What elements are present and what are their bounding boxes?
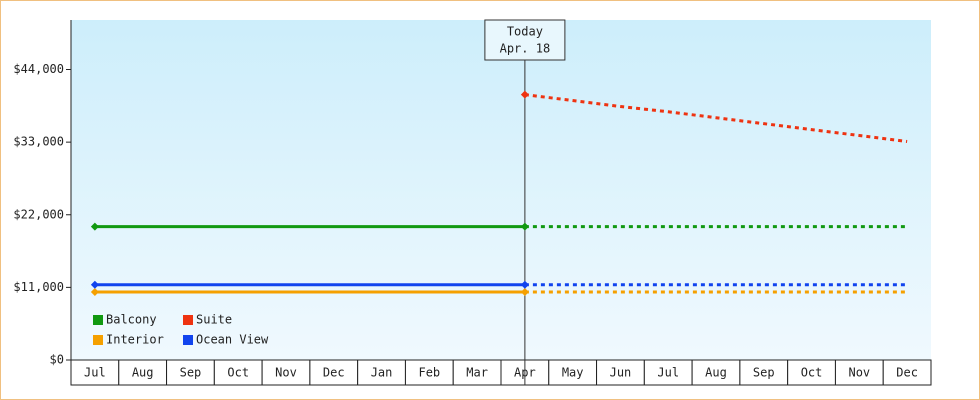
- x-tick-label: Dec: [323, 366, 345, 380]
- x-cell: [261, 359, 311, 386]
- today-box: [484, 19, 566, 61]
- y-tick-label: $11,000: [13, 280, 64, 294]
- x-cell: [70, 359, 120, 386]
- x-tick-label: Jul: [657, 366, 679, 380]
- x-cell: [548, 359, 598, 386]
- x-tick-label: Jan: [371, 366, 393, 380]
- x-cell: [166, 359, 215, 386]
- x-cell: [691, 359, 741, 386]
- point: [520, 288, 529, 296]
- x-tick-label: Dec: [896, 366, 918, 380]
- x-tick-label: Aug: [132, 366, 154, 380]
- legend-label: Ocean View: [196, 333, 269, 347]
- y-tick-label: $33,000: [13, 135, 64, 149]
- legend-label: Interior: [106, 333, 164, 347]
- x-tick-label: Jun: [610, 366, 632, 380]
- x-tick-label: Nov: [275, 366, 297, 380]
- x-cell: [882, 359, 932, 386]
- point: [90, 288, 99, 296]
- x-tick-label: May: [562, 366, 584, 380]
- point: [520, 90, 529, 99]
- line-forecast: [524, 93, 908, 143]
- today-title: Today: [507, 25, 543, 39]
- x-tick-label: Aug: [705, 366, 727, 380]
- point: [90, 280, 99, 289]
- point: [520, 222, 529, 231]
- x-tick-label: Sep: [753, 366, 775, 380]
- legend-swatch: [93, 335, 103, 345]
- y-tick-label: $0: [50, 353, 64, 367]
- legend-swatch: [183, 315, 193, 325]
- plot-area: [71, 20, 931, 360]
- y-tick-label: $44,000: [13, 62, 64, 76]
- x-cell: [787, 359, 836, 386]
- point: [520, 280, 529, 289]
- x-tick-label: Oct: [227, 366, 249, 380]
- y-tick-label: $22,000: [13, 207, 64, 221]
- x-tick-label: Mar: [466, 366, 488, 380]
- x-tick-label: Nov: [848, 366, 870, 380]
- point: [90, 222, 99, 231]
- x-cell: [404, 359, 454, 386]
- legend-label: Balcony: [106, 313, 157, 327]
- x-tick-label: Feb: [418, 366, 440, 380]
- x-cell: [643, 359, 693, 386]
- x-tick-label: Jul: [84, 366, 106, 380]
- legend-swatch: [93, 315, 103, 325]
- x-tick-label: Oct: [801, 366, 823, 380]
- today-label: Apr. 18: [500, 42, 551, 56]
- x-cell: [834, 359, 884, 386]
- x-cell: [118, 359, 168, 386]
- x-cell: [213, 359, 263, 386]
- legend-swatch: [183, 335, 193, 345]
- x-tick-label: Sep: [180, 366, 202, 380]
- legend-label: Suite: [196, 313, 232, 327]
